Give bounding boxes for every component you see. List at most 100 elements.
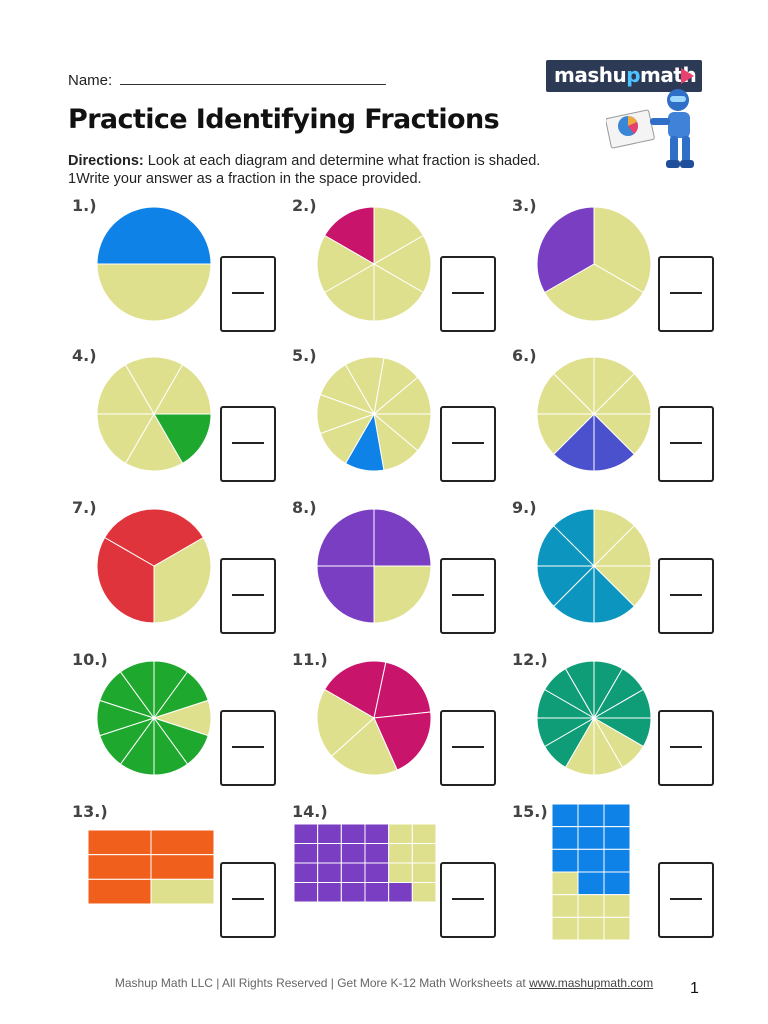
shaded-cell bbox=[293, 882, 319, 903]
footer-link[interactable]: www.mashupmath.com bbox=[529, 976, 654, 990]
shaded-sector bbox=[564, 660, 595, 720]
unshaded-cell bbox=[551, 916, 579, 941]
unshaded-sector bbox=[373, 206, 425, 265]
answer-box[interactable] bbox=[440, 256, 496, 332]
shaded-sector bbox=[153, 413, 212, 465]
footer: Mashup Math LLC | All Rights Reserved | … bbox=[0, 976, 768, 990]
unshaded-sector bbox=[96, 413, 155, 465]
page-number: 1 bbox=[690, 980, 699, 997]
shaded-sector bbox=[373, 711, 432, 771]
shaded-cell bbox=[340, 882, 366, 903]
problem-label: 1.) bbox=[72, 196, 97, 215]
fraction-grid bbox=[87, 829, 215, 905]
shaded-cell bbox=[150, 829, 215, 856]
name-line[interactable] bbox=[120, 70, 387, 85]
shaded-cell bbox=[551, 848, 579, 873]
fraction-circle bbox=[316, 508, 432, 624]
unshaded-sector bbox=[373, 565, 432, 624]
shaded-cell bbox=[87, 829, 152, 856]
answer-box[interactable] bbox=[220, 256, 276, 332]
answer-box[interactable] bbox=[658, 862, 714, 938]
shaded-cell bbox=[317, 862, 342, 883]
shaded-cell bbox=[364, 882, 390, 903]
unshaded-cell bbox=[603, 894, 631, 918]
fraction-bar bbox=[670, 898, 702, 900]
shaded-sector bbox=[323, 206, 375, 265]
answer-box[interactable] bbox=[220, 710, 276, 786]
fraction-circle bbox=[316, 206, 432, 322]
unshaded-sector bbox=[344, 356, 385, 416]
shaded-cell bbox=[603, 848, 631, 873]
fraction-circle bbox=[316, 356, 432, 472]
answer-box[interactable] bbox=[220, 862, 276, 938]
shaded-cell bbox=[293, 862, 319, 883]
answer-box[interactable] bbox=[440, 558, 496, 634]
shaded-cell bbox=[603, 871, 631, 896]
shaded-cell bbox=[317, 823, 342, 844]
answer-box[interactable] bbox=[440, 862, 496, 938]
shaded-sector bbox=[96, 536, 155, 624]
unshaded-sector bbox=[373, 263, 425, 322]
unshaded-sector bbox=[124, 413, 184, 472]
answer-box[interactable] bbox=[658, 558, 714, 634]
fraction-bar bbox=[452, 292, 484, 294]
shaded-cell bbox=[293, 823, 319, 844]
fraction-circle bbox=[536, 356, 652, 472]
answer-box[interactable] bbox=[658, 406, 714, 482]
unshaded-cell bbox=[577, 894, 605, 918]
fraction-circle bbox=[316, 660, 432, 776]
unshaded-cell bbox=[411, 862, 437, 883]
shaded-cell bbox=[340, 862, 366, 883]
footer-text: Mashup Math LLC | All Rights Reserved | … bbox=[114, 976, 530, 990]
fraction-circle bbox=[96, 508, 212, 624]
unshaded-cell bbox=[551, 871, 579, 896]
answer-box[interactable] bbox=[658, 256, 714, 332]
shaded-cell bbox=[340, 843, 366, 864]
fraction-bar bbox=[232, 746, 264, 748]
unshaded-cell bbox=[388, 843, 413, 864]
name-field: Name: bbox=[68, 70, 387, 89]
fraction-circle bbox=[96, 356, 212, 472]
unshaded-cell bbox=[388, 862, 413, 883]
answer-box[interactable] bbox=[220, 558, 276, 634]
unshaded-sector bbox=[323, 263, 375, 322]
shaded-cell bbox=[551, 803, 579, 828]
unshaded-sector bbox=[153, 363, 212, 415]
shaded-cell bbox=[340, 823, 366, 844]
fraction-circle bbox=[536, 660, 652, 776]
shaded-cell bbox=[577, 848, 605, 873]
problem-label: 14.) bbox=[292, 802, 328, 821]
shaded-cell bbox=[577, 871, 605, 896]
unshaded-sector bbox=[153, 536, 212, 624]
fraction-bar bbox=[232, 898, 264, 900]
unshaded-cell bbox=[411, 882, 437, 903]
name-label: Name: bbox=[68, 72, 117, 89]
problem-label: 5.) bbox=[292, 346, 317, 365]
shaded-sector bbox=[103, 508, 205, 567]
shaded-cell bbox=[317, 843, 342, 864]
unshaded-sector bbox=[330, 717, 398, 776]
problem-label: 4.) bbox=[72, 346, 97, 365]
shaded-cell bbox=[87, 854, 152, 880]
shaded-sector bbox=[316, 565, 375, 624]
unshaded-cell bbox=[603, 916, 631, 941]
problem-label: 7.) bbox=[72, 498, 97, 517]
fraction-circle bbox=[536, 508, 652, 624]
fraction-circle bbox=[96, 206, 212, 322]
fraction-grid bbox=[293, 823, 437, 903]
shaded-cell bbox=[577, 826, 605, 850]
shaded-cell bbox=[364, 862, 390, 883]
shaded-sector bbox=[96, 206, 212, 265]
fraction-circle bbox=[536, 206, 652, 322]
shaded-cell bbox=[87, 878, 152, 905]
unshaded-sector bbox=[543, 263, 645, 322]
fraction-bar bbox=[452, 594, 484, 596]
answer-box[interactable] bbox=[440, 406, 496, 482]
fraction-bar bbox=[670, 594, 702, 596]
answer-box[interactable] bbox=[658, 710, 714, 786]
unshaded-sector bbox=[316, 234, 375, 294]
answer-box[interactable] bbox=[220, 406, 276, 482]
answer-box[interactable] bbox=[440, 710, 496, 786]
shaded-cell bbox=[317, 882, 342, 903]
